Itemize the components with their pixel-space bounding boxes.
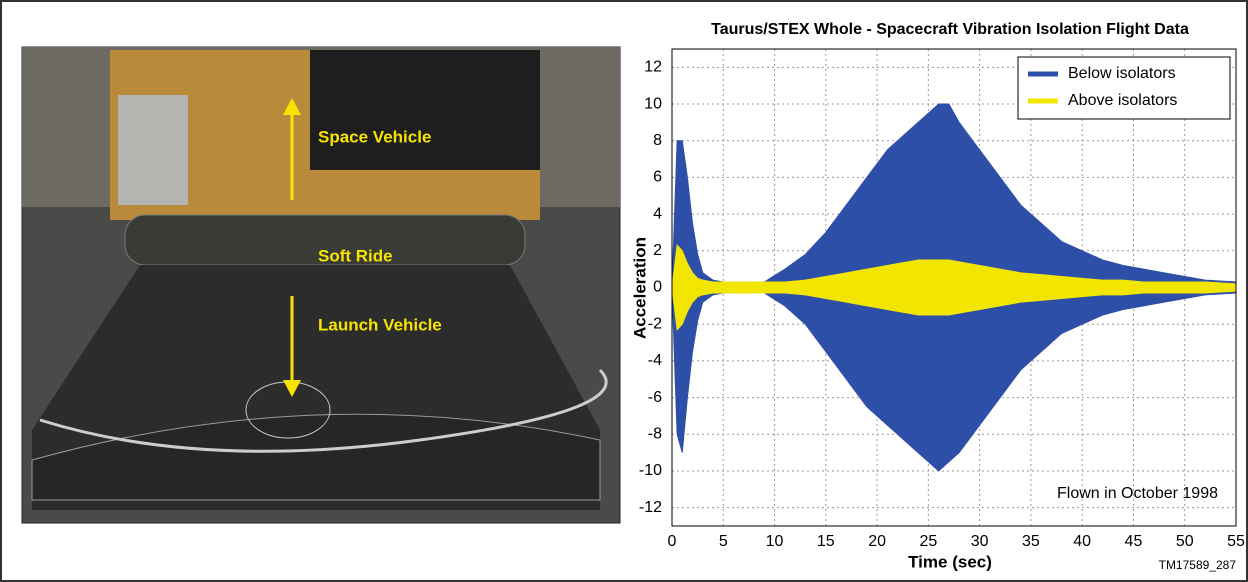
x-tick-label: 45 <box>1125 533 1143 550</box>
x-tick-label: 0 <box>668 533 677 550</box>
x-tick-label: 40 <box>1073 533 1091 550</box>
y-tick-label: -12 <box>639 499 662 516</box>
y-tick-label: 8 <box>653 132 662 149</box>
chart-title: Taurus/STEX Whole - Spacecraft Vibration… <box>711 21 1189 38</box>
arrow-head <box>283 380 301 397</box>
y-axis-label: Acceleration <box>630 237 649 339</box>
y-tick-label: 4 <box>653 205 662 222</box>
photo-label: Launch Vehicle <box>318 315 442 334</box>
signal-envelope <box>671 287 1237 472</box>
signal-envelope <box>671 287 1237 331</box>
x-tick-label: 50 <box>1176 533 1194 550</box>
y-tick-label: -4 <box>648 352 662 369</box>
plate <box>118 95 188 205</box>
plot-border <box>671 48 1237 527</box>
x-tick-label: 5 <box>719 533 728 550</box>
annotation: Flown in October 1998 <box>1057 485 1218 502</box>
arrow-head <box>283 98 301 115</box>
y-tick-label: -2 <box>648 315 662 332</box>
y-tick-label: -6 <box>648 389 662 406</box>
signal-envelope <box>671 103 1237 288</box>
signal-envelope <box>671 244 1237 288</box>
y-tick-label: 0 <box>653 279 662 296</box>
y-tick-label: 2 <box>653 242 662 259</box>
y-tick-label: 12 <box>644 59 662 76</box>
x-tick-label: 35 <box>1022 533 1040 550</box>
x-tick-label: 20 <box>868 533 886 550</box>
photo: Space Vehicle Soft Ride Launch Vehicle <box>21 46 621 524</box>
x-tick-label: 55 <box>1227 533 1245 550</box>
x-axis-label: Time (sec) <box>908 552 992 571</box>
figure-id: TM17589_287 <box>1159 558 1237 572</box>
legend-label: Below isolators <box>1068 65 1176 82</box>
y-tick-label: 6 <box>653 169 662 186</box>
panel <box>310 50 540 170</box>
y-tick-label: -10 <box>639 462 662 479</box>
legend-box <box>1017 56 1231 120</box>
plot <box>671 48 1237 527</box>
x-tick-label: 15 <box>817 533 835 550</box>
cable <box>39 368 608 453</box>
photo-label: Space Vehicle <box>318 127 431 146</box>
y-tick-label: 10 <box>644 95 662 112</box>
x-tick-label: 30 <box>971 533 989 550</box>
y-tick-label: -8 <box>648 425 662 442</box>
legend-label: Above isolators <box>1068 92 1177 109</box>
x-tick-label: 25 <box>919 533 937 550</box>
x-tick-label: 10 <box>766 533 784 550</box>
photo-label: Soft Ride <box>318 246 393 265</box>
